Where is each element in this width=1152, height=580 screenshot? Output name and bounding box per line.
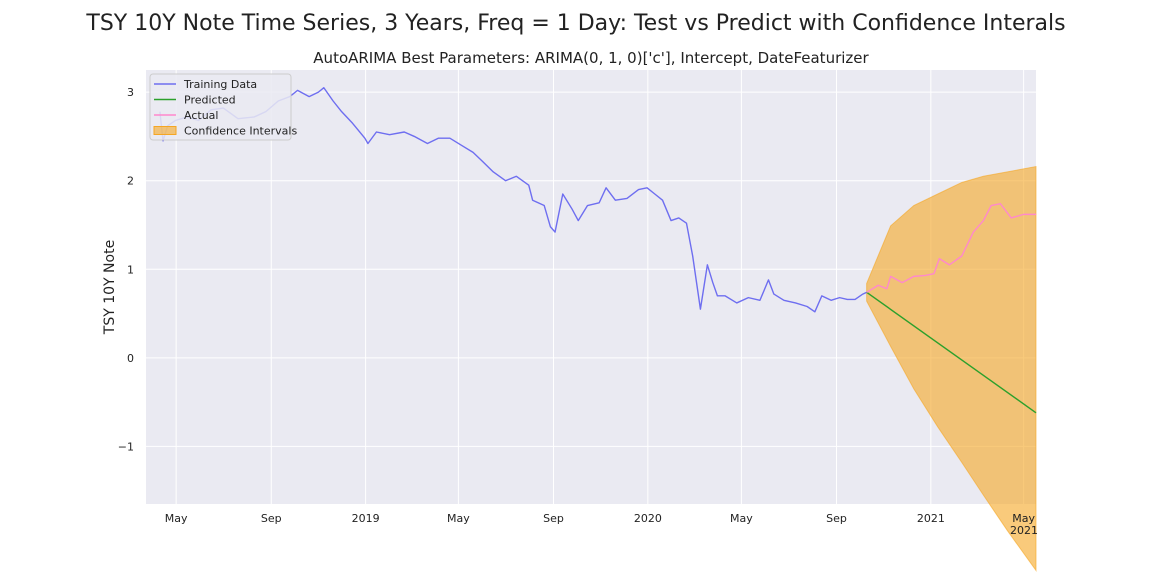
legend-box <box>149 73 292 141</box>
y-tick-label: 3 <box>127 86 134 99</box>
chart-title: AutoARIMA Best Parameters: ARIMA(0, 1, 0… <box>313 49 869 67</box>
x-tick-label: 2019 <box>352 512 380 525</box>
x-tick-label: May <box>447 512 470 525</box>
x-tick-label: Sep <box>826 512 847 525</box>
series-line-actual <box>866 203 1036 293</box>
x-axis-offset-label: 2021 <box>1010 524 1038 537</box>
confidence-interval-band <box>866 165 1037 572</box>
y-tick-label: 1 <box>127 263 134 276</box>
legend-label: Training Data <box>183 78 257 91</box>
x-tick-label: Sep <box>543 512 564 525</box>
legend-label: Predicted <box>184 94 236 107</box>
y-tick-label: 2 <box>127 175 134 188</box>
x-tick-label: May <box>730 512 753 525</box>
series-lines-layer <box>159 87 1037 414</box>
x-tick-label: 2020 <box>634 512 662 525</box>
legend-label: Actual <box>184 109 218 122</box>
confidence-band-layer <box>866 165 1037 572</box>
tick-labels-layer: May Sep 2019 May Sep 2020 May Sep 2021 May −1 0 1 2 3 <box>118 86 1036 525</box>
x-tick-label: May <box>1012 512 1035 525</box>
x-tick-label: 2021 <box>917 512 945 525</box>
series-line-training-data <box>159 87 867 313</box>
series-line-predicted <box>866 291 1037 414</box>
legend-swatch <box>153 126 177 135</box>
legend: Training Data Predicted Actual Confidence I… <box>149 73 297 141</box>
x-tick-label: Sep <box>261 512 282 525</box>
y-axis-label: TSY 10Y Note <box>102 240 118 335</box>
x-tick-label: May <box>165 512 188 525</box>
y-tick-label: −1 <box>118 440 134 453</box>
y-tick-label: 0 <box>127 352 134 365</box>
figure-suptitle: TSY 10Y Note Time Series, 3 Years, Freq … <box>85 11 1065 36</box>
legend-label: Confidence Intervals <box>184 125 297 138</box>
